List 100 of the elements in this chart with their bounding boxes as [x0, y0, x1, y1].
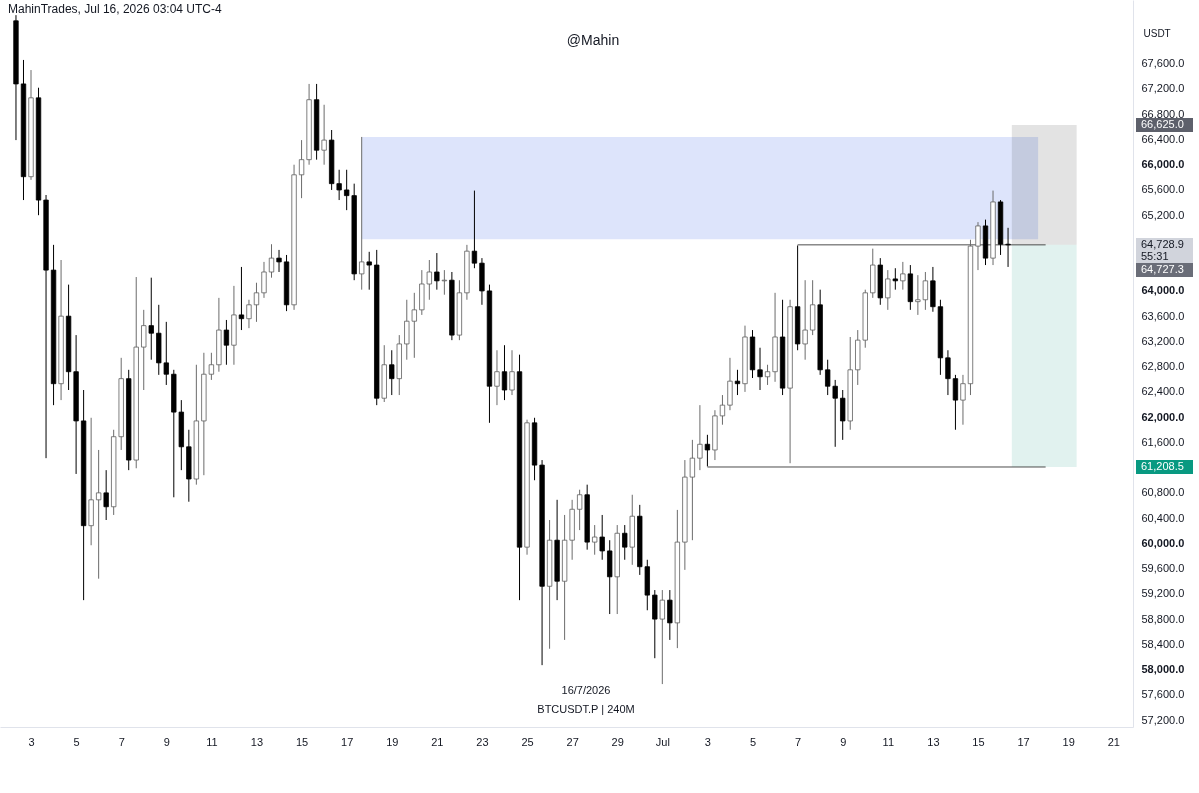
- text: 64,727.3: [1141, 263, 1184, 275]
- y-tick-label: 62,800.0: [1141, 360, 1185, 373]
- candlestick: [238, 266, 245, 331]
- y-tick-label: 58,400.0: [1141, 637, 1185, 650]
- candlestick: [366, 251, 372, 291]
- x-tick-label: 15: [972, 735, 985, 748]
- x-tick-label: Jul: [655, 735, 670, 748]
- candlestick: [960, 374, 966, 426]
- candlestick: [885, 269, 891, 311]
- candlestick: [652, 589, 658, 659]
- x-tick-label: 19: [1062, 735, 1075, 748]
- candlestick: [434, 252, 440, 291]
- candlestick: [389, 349, 395, 396]
- y-tick-label: 63,600.0: [1141, 309, 1185, 322]
- y-tick-label: 60,800.0: [1141, 486, 1185, 499]
- x-tick-label: 11: [206, 735, 218, 748]
- x-tick-label: 3: [28, 735, 35, 748]
- candlestick: [1005, 227, 1011, 268]
- x-tick-label: 13: [250, 735, 264, 748]
- x-tick-label: 21: [1107, 735, 1120, 748]
- x-tick-label: 7: [118, 735, 125, 748]
- y-tick-label: 61,600.0: [1141, 435, 1185, 448]
- candlestick: [727, 357, 733, 411]
- x-tick-label: 25: [521, 735, 534, 748]
- x-tick-label: 9: [840, 735, 847, 748]
- x-tick-label: 17: [1017, 735, 1030, 748]
- x-tick-label: 23: [476, 735, 489, 748]
- candlestick: [103, 469, 109, 521]
- candlestick: [253, 282, 260, 323]
- candlestick: [704, 434, 711, 467]
- annotation: @Mahin: [566, 32, 620, 48]
- y-tick-label: 62,400.0: [1141, 385, 1185, 398]
- candlestick: [659, 589, 665, 685]
- x-tick-label: 21: [431, 735, 444, 748]
- y-tick-label: 67,600.0: [1141, 57, 1185, 70]
- candlestick: [599, 514, 605, 561]
- candlestick: [321, 104, 327, 166]
- y-tick-label: 66,000.0: [1141, 158, 1185, 171]
- y-tick-label: 65,200.0: [1141, 208, 1185, 221]
- text: 61,208.5: [1141, 460, 1184, 472]
- y-tick-label: 58,800.0: [1141, 612, 1185, 625]
- candlestick: [268, 243, 275, 279]
- candlestick: [577, 489, 583, 531]
- candlestick: [246, 299, 252, 329]
- x-tick-label: 19: [386, 735, 399, 748]
- y-tick-label: 60,400.0: [1141, 511, 1185, 524]
- x-tick-label: 11: [882, 735, 895, 748]
- candlestick: [697, 404, 703, 471]
- candlestick: [359, 136, 365, 291]
- y-tick-label: 57,600.0: [1141, 688, 1185, 701]
- candlestick: [276, 249, 282, 273]
- candlestick: [900, 261, 906, 291]
- x-tick-label: 5: [73, 735, 80, 748]
- candlestick: [509, 349, 515, 396]
- y-tick-label: 64,000.0: [1141, 284, 1185, 297]
- y-tick-label: 66,400.0: [1141, 132, 1185, 145]
- candlestick: [764, 364, 771, 386]
- candlestick: [471, 190, 478, 269]
- candlestick: [501, 344, 508, 401]
- candlestick: [95, 449, 102, 580]
- y-tick-label: 57,200.0: [1141, 713, 1185, 726]
- candlestick: [622, 524, 628, 561]
- candlestick: [592, 524, 598, 556]
- x-tick-label: 7: [795, 735, 802, 748]
- y-axis-title: USDT: [1143, 27, 1171, 39]
- y-tick-label: 60,000.0: [1141, 536, 1185, 549]
- candlestick: [494, 349, 500, 406]
- y-tick-label: 59,200.0: [1141, 587, 1185, 600]
- y-tick-label: 67,200.0: [1141, 82, 1185, 95]
- x-tick-label: 3: [704, 735, 711, 748]
- candlestick: [840, 389, 846, 441]
- candlestick: [298, 139, 305, 199]
- candlestick: [975, 221, 981, 271]
- x-tick-label: 9: [163, 735, 170, 748]
- y-tick-label: 62,000.0: [1141, 410, 1185, 423]
- y-tick-label: 58,000.0: [1141, 663, 1185, 676]
- y-tick-label: 63,200.0: [1141, 334, 1185, 347]
- candlestick: [802, 279, 808, 361]
- x-tick-label: 17: [341, 735, 354, 748]
- text: 64,728.9: [1141, 238, 1184, 250]
- y-tick-label: 59,600.0: [1141, 562, 1185, 575]
- x-tick-label: 27: [566, 735, 579, 748]
- candlestick: [223, 319, 230, 366]
- text: 66,625.0: [1141, 118, 1184, 130]
- candlestick: [892, 267, 898, 291]
- candlestick: [141, 309, 147, 391]
- candlestick: [945, 349, 951, 396]
- candlestick: [148, 277, 154, 361]
- candlestick: [757, 347, 763, 391]
- x-tick-label: 15: [295, 735, 309, 748]
- candlestick: [667, 589, 673, 641]
- candlestick: [952, 374, 959, 431]
- annotation: BTCUSDT.P | 240M: [537, 703, 635, 715]
- x-tick-label: 29: [611, 735, 624, 748]
- candlestick: [261, 261, 267, 299]
- text: 55:31: [1141, 250, 1169, 262]
- y-tick-label: 66,800.0: [1141, 107, 1185, 120]
- annotation: MahinTrades, Jul 16, 2026 03:04 UTC-4: [8, 2, 222, 16]
- candlestick: [719, 394, 726, 426]
- y-tick-label: 65,600.0: [1141, 183, 1185, 196]
